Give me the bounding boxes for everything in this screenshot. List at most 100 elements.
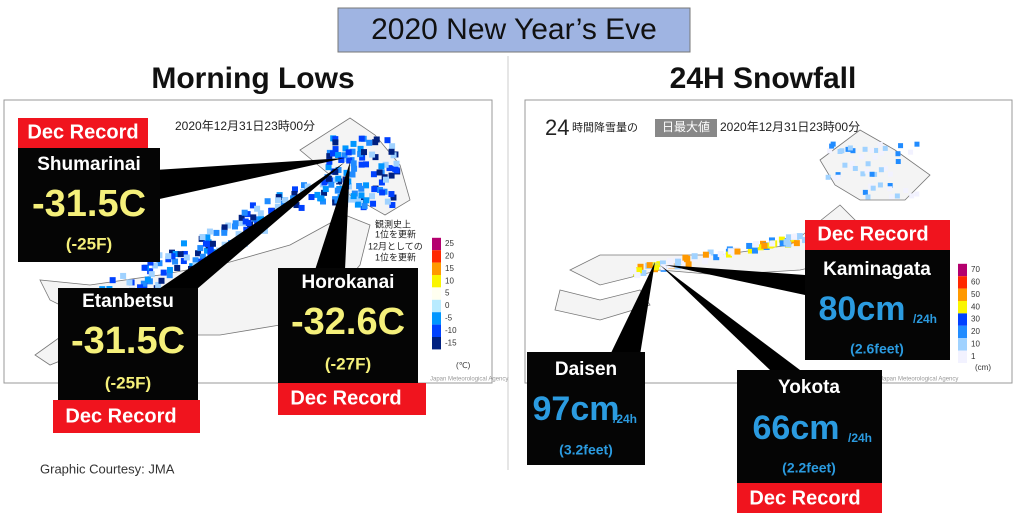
station-marker [357, 145, 364, 152]
legend-label: 70 [971, 265, 980, 274]
station-marker [183, 254, 190, 261]
station-marker [137, 284, 144, 291]
station-marker [895, 151, 901, 157]
station-marker [160, 269, 167, 276]
station-marker [796, 233, 803, 240]
legend-swatch [958, 338, 967, 351]
connector [660, 265, 800, 370]
station-marker [238, 214, 245, 221]
station-marker [852, 165, 858, 171]
station-marker [321, 179, 328, 186]
station-marker [878, 167, 884, 173]
station-marker [177, 251, 184, 258]
station-marker [350, 160, 357, 167]
alt-value: (2.2feet) [782, 460, 836, 476]
station-marker [746, 242, 753, 249]
station-marker [870, 185, 876, 191]
station-marker [245, 219, 252, 226]
station-marker [393, 160, 400, 167]
caption: 時間降雪量の [572, 120, 638, 134]
station-marker [371, 186, 378, 193]
station-marker [801, 237, 808, 244]
value: -31.5C [71, 320, 185, 362]
legend-label: 40 [971, 302, 980, 311]
legend-swatch [958, 263, 967, 277]
station-marker [384, 198, 391, 205]
station-marker [829, 143, 835, 149]
station-marker [785, 234, 792, 241]
station-marker [249, 202, 256, 209]
station-marker [332, 146, 339, 153]
station-marker [869, 147, 875, 153]
station-marker [388, 191, 395, 198]
station-marker [141, 264, 148, 271]
station-marker [653, 264, 660, 271]
station-marker [702, 251, 709, 258]
station-marker [691, 253, 698, 260]
station-marker [887, 171, 893, 177]
station-marker [878, 150, 884, 156]
station-marker [158, 277, 165, 284]
station-marker [769, 240, 776, 247]
station-marker [239, 220, 246, 227]
station-marker [181, 250, 188, 257]
station-marker [909, 193, 915, 199]
legend-label: -5 [445, 314, 453, 323]
station: Shumarinai [37, 154, 140, 175]
record-badge [53, 400, 200, 433]
station-marker [322, 186, 329, 193]
credit: Graphic Courtesy: JMA [40, 461, 175, 476]
station-marker [903, 188, 909, 194]
station-marker [882, 165, 888, 171]
station-marker [195, 250, 202, 257]
timestamp: 2020年12月31日23時00分 [175, 119, 315, 133]
callout [18, 148, 160, 262]
legend-label: 20 [445, 252, 454, 261]
station-marker [225, 222, 232, 229]
legend: 25 20 15 10 5 0 -5 -10 -15 [432, 237, 457, 350]
legend-label: 10 [971, 340, 980, 349]
station-marker [849, 160, 855, 166]
station-marker [328, 181, 335, 188]
station: Kaminagata [823, 259, 931, 280]
legend-swatch [432, 287, 441, 300]
note: 12月としての [368, 241, 423, 251]
title-box [337, 7, 691, 53]
station-marker [898, 143, 904, 149]
station-marker [206, 228, 213, 235]
station-marker [873, 147, 879, 153]
station-marker [882, 145, 888, 151]
station-marker [839, 148, 845, 154]
legend-label: -10 [445, 326, 457, 335]
station-marker [291, 190, 298, 197]
connector [155, 158, 345, 200]
station-marker [351, 165, 358, 172]
station-marker [280, 200, 287, 207]
station-marker [174, 264, 181, 271]
unit: /24h [913, 312, 937, 326]
station-marker [872, 154, 878, 160]
station-marker [258, 216, 265, 223]
legend: 70 60 50 40 30 20 10 1 [958, 263, 980, 363]
connector [315, 162, 350, 270]
record-badge [18, 118, 148, 148]
station-marker [213, 229, 220, 236]
station-marker [358, 161, 365, 168]
station-marker [335, 152, 342, 159]
legend-swatch [958, 325, 967, 339]
station-marker [858, 154, 864, 160]
station-marker [707, 249, 714, 256]
station-marker [350, 193, 357, 200]
station-marker [384, 137, 391, 144]
station-marker [390, 152, 397, 159]
panel-title: 24H Snowfall [670, 62, 857, 95]
station-marker [291, 186, 298, 193]
station-marker [221, 224, 228, 231]
station-marker [232, 220, 239, 227]
station-marker [209, 240, 216, 247]
station-marker [363, 197, 370, 204]
station-marker [334, 197, 341, 204]
station-marker [308, 194, 315, 201]
station-marker [156, 260, 163, 267]
